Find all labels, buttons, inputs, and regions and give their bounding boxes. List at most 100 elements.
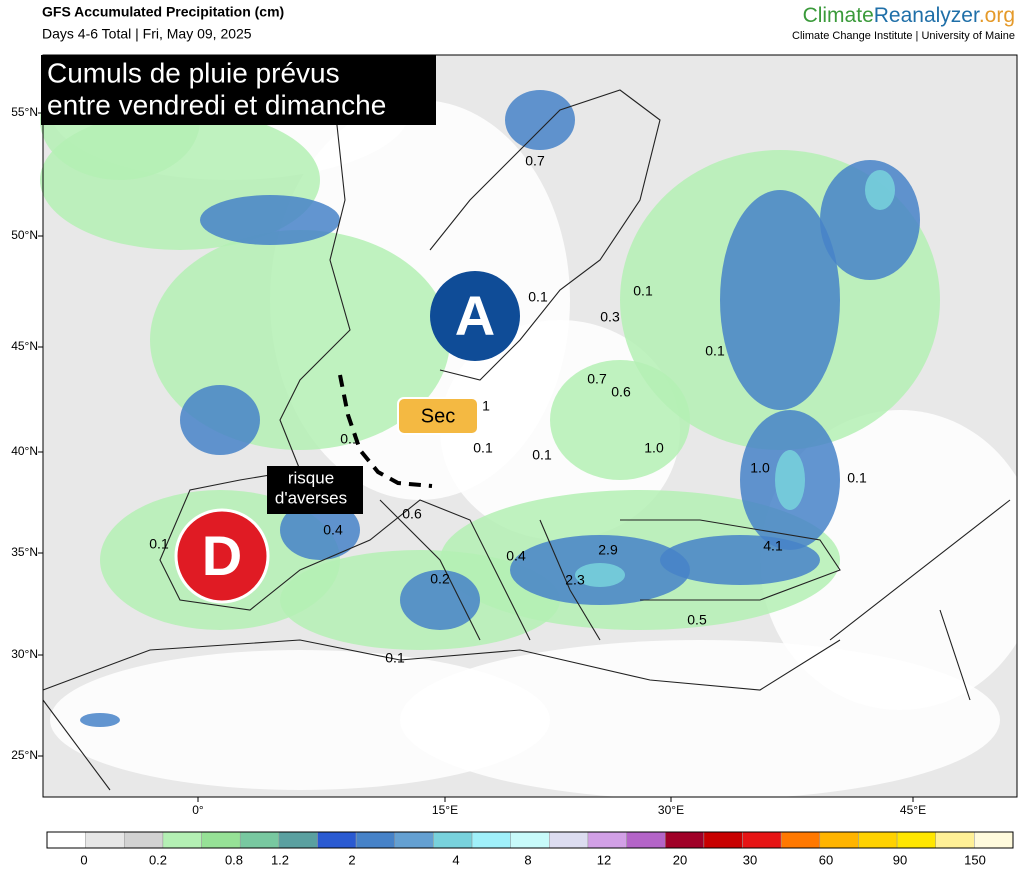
- precip-field: [400, 570, 480, 630]
- dry-label: Sec: [421, 405, 455, 427]
- colorbar-label: 0.8: [225, 852, 243, 867]
- high-pressure: [430, 271, 520, 361]
- coastline: [42, 499, 1011, 791]
- value-label: 0.1: [385, 650, 405, 666]
- colorbar-label: 30: [743, 852, 757, 867]
- lat-label: 40°N: [11, 444, 38, 458]
- value-label: 1.0: [644, 440, 664, 456]
- colorbar-frame: [46, 831, 1014, 849]
- colorbar-cell: [162, 831, 202, 849]
- value-label: 0.4: [323, 522, 343, 538]
- colorbar-cell: [510, 831, 550, 849]
- coastline: [42, 639, 841, 691]
- colorbar-cell: [819, 831, 859, 849]
- value-label: 1: [482, 398, 490, 414]
- colorbar-cell: [587, 831, 627, 849]
- colorbar-label: 20: [673, 852, 687, 867]
- logo-part: Climate: [803, 4, 874, 27]
- colorbar-label: 0.2: [149, 852, 167, 867]
- value-label: 0.2: [430, 571, 450, 587]
- lat-label: 30°N: [11, 647, 38, 661]
- map: 55°N 50°N 45°N 40°N 35°N 30°N 25°N 0° 15°E 30°E 45…: [11, 40, 1024, 817]
- value-label: 0.4: [506, 548, 526, 564]
- colorbar-cell: [46, 831, 86, 849]
- precip-field: [400, 640, 1000, 800]
- precip-field: [505, 90, 575, 150]
- colorbar-cell: [664, 831, 705, 849]
- colorbar-label: 1.2: [271, 852, 289, 867]
- coastline: [379, 499, 841, 641]
- headline: Cumuls de pluie prévus: [47, 57, 340, 88]
- value-label: 0.1: [633, 283, 653, 299]
- subtitle: Days 4-6 Total | Fri, May 09, 2025: [42, 26, 252, 42]
- value-label: 0.1: [473, 440, 493, 456]
- showers-label: risque: [288, 468, 334, 487]
- precip-field: [575, 563, 625, 587]
- colorbar-label: 2: [348, 852, 355, 867]
- high-label: A: [455, 284, 495, 347]
- value-label: 2.9: [598, 542, 618, 558]
- dry-box: [397, 397, 479, 435]
- colorbar-label: 0: [80, 852, 87, 867]
- lat-label: 50°N: [11, 228, 38, 242]
- lon-label: 15°E: [432, 803, 458, 817]
- colorbar-cell: [201, 831, 241, 849]
- logo: ClimateReanalyzer.org: [803, 4, 1015, 27]
- colorbar-cell: [626, 831, 666, 849]
- institute: Climate Change Institute | University of…: [792, 30, 1015, 42]
- lon-label: 45°E: [900, 803, 926, 817]
- lon-label: 0°: [192, 803, 204, 817]
- low-pressure: [174, 508, 270, 604]
- colorbar-cell: [549, 831, 589, 849]
- precip-field: [720, 190, 840, 410]
- colorbar-cell: [278, 831, 318, 849]
- precip-field: [180, 385, 260, 455]
- low-label: D: [202, 524, 242, 587]
- colorbar-cell: [433, 831, 473, 849]
- headline-box: [41, 55, 436, 125]
- value-label: 0.5: [687, 612, 707, 628]
- logo-part: .org: [979, 4, 1015, 27]
- showers-label: d'averses: [275, 488, 347, 507]
- value-label: 0.1: [528, 289, 548, 305]
- value-label: 0.1: [149, 536, 169, 552]
- colorbar: 0 0.2 0.8 1.2 2 4 8 12 20 30 60 90 150: [46, 831, 1014, 867]
- logo-part: Reanalyzer: [874, 4, 980, 27]
- precip-field: [865, 170, 895, 210]
- value-label: 0.7: [525, 153, 545, 169]
- colorbar-label: 8: [524, 852, 531, 867]
- coastline: [159, 59, 531, 641]
- colorbar-cell: [935, 831, 975, 849]
- precip-field: [280, 500, 360, 560]
- value-label: 0.6: [402, 506, 422, 522]
- colorbar-label: 12: [597, 852, 611, 867]
- colorbar-cell: [124, 831, 164, 849]
- colorbar-cell: [742, 831, 782, 849]
- colorbar-cell: [780, 831, 821, 849]
- lat-label: 35°N: [11, 545, 38, 559]
- colorbar-label: 150: [964, 852, 986, 867]
- value-label: 4.1: [763, 538, 783, 554]
- lat-label: 45°N: [11, 339, 38, 353]
- colorbar-label: 60: [819, 852, 833, 867]
- colorbar-cell: [85, 831, 125, 849]
- value-label: 0.3: [600, 309, 620, 325]
- showers-box: [267, 466, 363, 514]
- colorbar-cell: [974, 831, 1014, 849]
- lat-label: 25°N: [11, 748, 38, 762]
- precip-field: [50, 650, 550, 790]
- value-label: 1.0: [750, 460, 770, 476]
- precip-field: [80, 713, 120, 727]
- precip-field: [200, 195, 340, 245]
- colorbar-cell: [317, 831, 357, 849]
- value-label: 0.1: [847, 470, 867, 486]
- map-frame: [42, 54, 1018, 798]
- colorbar-cell: [394, 831, 434, 849]
- value-label: 2.3: [565, 572, 585, 588]
- colorbar-label: 4: [452, 852, 459, 867]
- precip-field: [550, 360, 690, 480]
- colorbar-cell: [471, 831, 511, 849]
